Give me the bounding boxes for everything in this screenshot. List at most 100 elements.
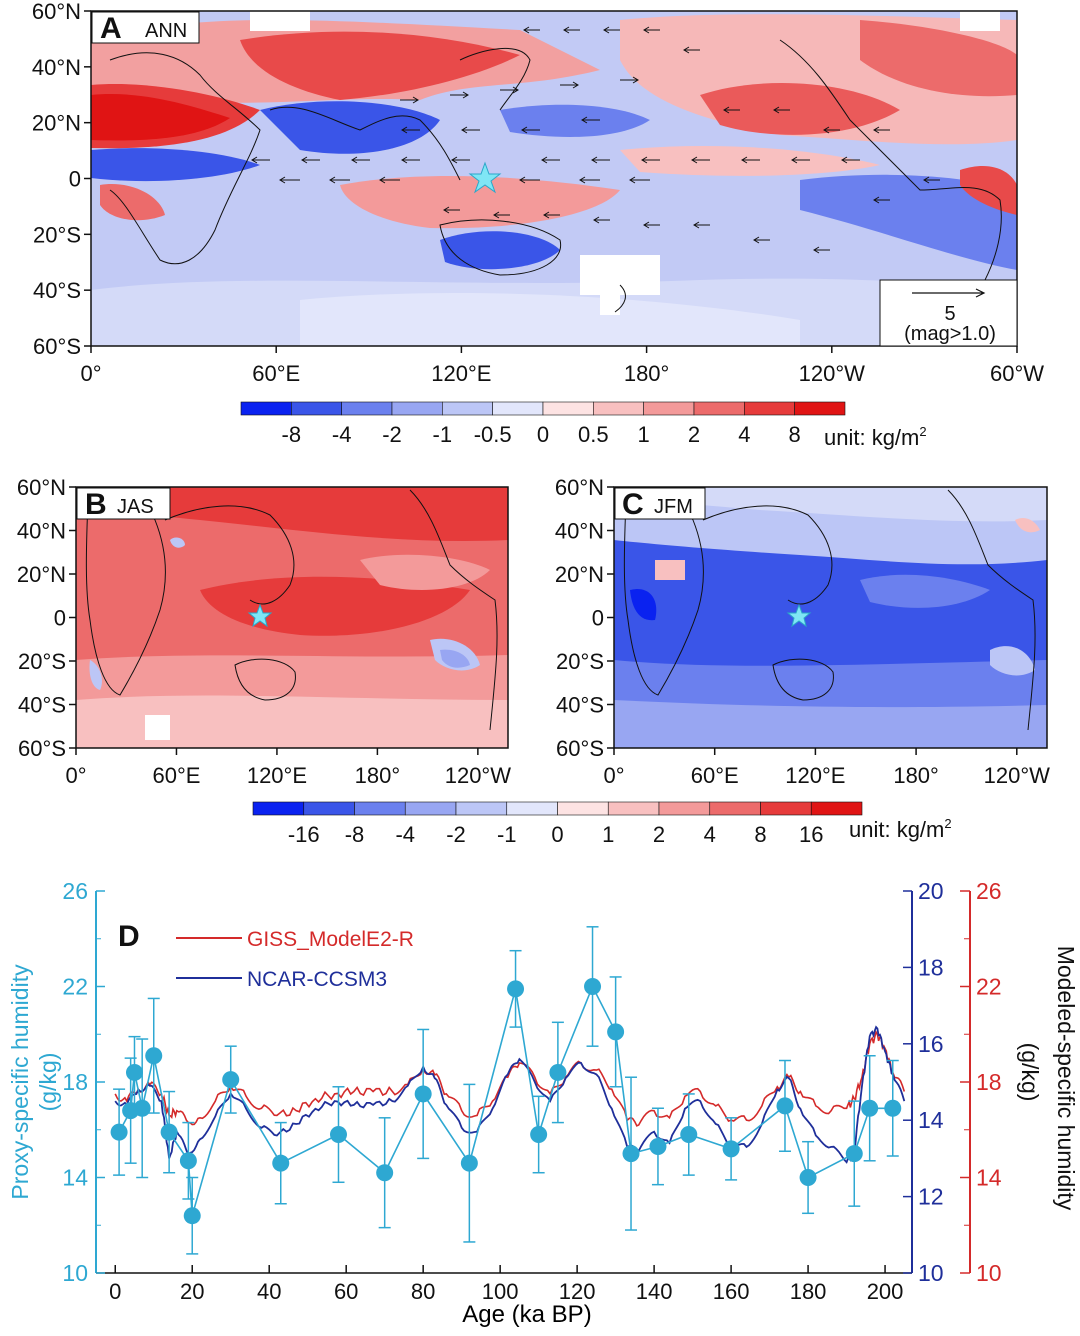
panel-b-axis-ticks: 60°N 40°N 20°N 0 20°S 40°S 60°S0° 60°E 120°E 180°… [17, 475, 511, 788]
lon-tick-label: 0° [65, 763, 86, 788]
y-left-tick-label: 18 [62, 1069, 88, 1095]
colorbar-tick-label: -8 [345, 822, 365, 847]
lat-tick-label: 20°S [556, 649, 604, 674]
proxy-point [272, 1154, 290, 1172]
colorbar-swatch [643, 401, 695, 416]
proxy-point [530, 1126, 548, 1144]
y-red-tick-label: 22 [976, 974, 1002, 1000]
colorbar-swatch [303, 801, 355, 816]
proxy-point [329, 1126, 347, 1144]
proxy-point [799, 1169, 817, 1186]
lat-tick-label: 0 [592, 606, 604, 631]
colorbar-tick-label: 0.5 [578, 422, 609, 447]
colorbar-swatch [542, 401, 594, 416]
series-ncar-line [114, 1025, 906, 1164]
proxy-point [861, 1099, 879, 1117]
colorbar-swatch [291, 401, 342, 416]
panel-d-chart: D GISS_ModelE2-R NCAR-CCSM3 0 20 40 60 80 100… [7, 878, 1079, 1328]
colorbar-swatch [810, 801, 863, 816]
proxy-point [376, 1164, 394, 1182]
lon-tick-label: 60°E [691, 763, 739, 788]
series-proxy-line [118, 984, 893, 1216]
colorbar-swatch [593, 401, 644, 416]
colorbar-tick-label: -2 [382, 422, 402, 447]
proxy-point [133, 1099, 151, 1117]
lat-tick-label: 60°N [32, 0, 81, 24]
lat-tick-label: 60°S [33, 334, 81, 359]
colorbar-swatch [607, 801, 660, 816]
lat-tick-label: 60°N [17, 475, 66, 500]
y-navy-tick-label: 20 [918, 878, 944, 904]
x-tick-label: 160 [713, 1279, 750, 1304]
panel-a-map: A ANN 5 (mag>1.0) 60°N40°N20°N020°S40°S6… [32, 0, 1044, 386]
proxy-point [125, 1063, 143, 1081]
proxy-point [179, 1152, 197, 1170]
y-red-tick-label: 26 [976, 878, 1002, 904]
y-left-unit: (g/kg) [35, 1053, 61, 1112]
lon-tick-label: 60°E [152, 763, 200, 788]
vector-legend-value: 5 [944, 303, 955, 325]
proxy-point [110, 1123, 128, 1141]
y-left-tick-label: 10 [62, 1260, 88, 1286]
y-left-tick-label: 22 [62, 974, 88, 1000]
lon-tick-label: 60°E [252, 361, 300, 386]
x-axis-label: Age (ka BP) [462, 1301, 591, 1328]
panel-b-letter: B [85, 488, 107, 521]
series-proxy-points [110, 926, 902, 1255]
proxy-point [222, 1071, 240, 1089]
proxy-point [607, 1023, 625, 1041]
lon-tick-label: 0° [603, 763, 624, 788]
legend-ncar: NCAR-CCSM3 [247, 968, 387, 991]
vector-legend-note: (mag>1.0) [904, 323, 996, 345]
lon-tick-label: 120°E [247, 763, 307, 788]
site-star-b [247, 603, 273, 628]
proxy-point [414, 1085, 432, 1103]
colorbar-tick-label: 0 [537, 422, 549, 447]
colorbar-tick-label: -1 [497, 822, 517, 847]
colorbar-tick-label: -1 [433, 422, 453, 447]
proxy-point [845, 1145, 863, 1163]
panel-b-map: B JAS 60°N 40°N 20°N 0 20°S 40°S 60°S0° 60°E 120… [17, 475, 511, 788]
colorbar-swatch [709, 801, 761, 816]
colorbar-swatch [760, 801, 812, 816]
colorbar-tick-label: -8 [282, 422, 302, 447]
lat-tick-label: 20°S [33, 222, 81, 247]
colorbar-swatch [506, 801, 558, 816]
lon-tick-label: 180° [624, 361, 670, 386]
site-star-c [786, 603, 812, 628]
y-red-tick-label: 10 [976, 1260, 1002, 1286]
y-navy-tick-label: 10 [918, 1260, 944, 1286]
proxy-point [722, 1140, 740, 1158]
colorbar-tick-label: 4 [738, 422, 750, 447]
colorbar-tick-label: 16 [799, 822, 823, 847]
x-tick-label: 140 [636, 1279, 673, 1304]
proxy-point [776, 1097, 794, 1115]
panel-d-axis-ticks: 0 20 40 60 80 100 120 140 160 180 200 10 14 18 22 26 10 1… [62, 878, 1001, 1304]
lon-tick-label: 60°W [990, 361, 1044, 386]
lat-tick-label: 20°N [555, 562, 604, 587]
colorbar-swatch [492, 401, 544, 416]
panel-c-tag: JFM [654, 496, 693, 518]
legend-giss: GISS_ModelE2-R [247, 928, 414, 951]
colorbar-swatch [455, 801, 508, 816]
colorbar-swatch [658, 801, 711, 816]
colorbar-bc-unit: unit: kg/m2 [849, 816, 952, 842]
lon-tick-label: 120°W [445, 763, 512, 788]
colorbar-tick-label: -4 [395, 822, 415, 847]
panel-d-letter: D [118, 920, 140, 953]
lat-tick-label: 20°S [18, 649, 66, 674]
x-tick-label: 100 [482, 1279, 519, 1304]
colorbar-tick-label: 1 [638, 422, 650, 447]
x-tick-label: 0 [109, 1279, 121, 1304]
x-tick-label: 20 [180, 1279, 204, 1304]
colorbar-swatch [794, 401, 846, 416]
lon-tick-label: 120°W [984, 763, 1051, 788]
colorbar-swatch [693, 401, 745, 416]
lat-tick-label: 60°S [18, 736, 66, 761]
colorbar-tick-label: -0.5 [474, 422, 512, 447]
proxy-point [584, 978, 602, 995]
colorbar-tick-label: 1 [602, 822, 614, 847]
panel-a-letter: A [100, 12, 122, 45]
x-tick-label: 40 [257, 1279, 281, 1304]
lat-tick-label: 60°S [556, 736, 604, 761]
